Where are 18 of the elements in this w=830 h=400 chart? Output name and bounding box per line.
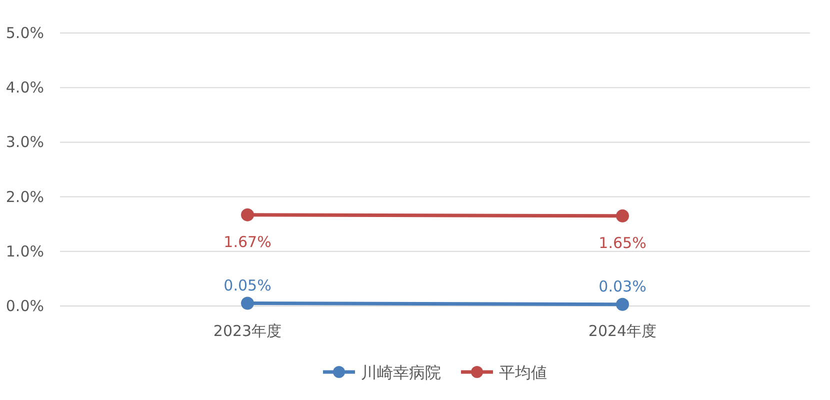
data-label: 1.65% bbox=[598, 234, 646, 252]
data-label: 0.05% bbox=[224, 276, 272, 294]
data-label: 0.03% bbox=[598, 277, 646, 296]
point bbox=[241, 208, 254, 222]
point bbox=[616, 209, 629, 222]
legend-label: 平均値 bbox=[499, 363, 547, 382]
data-label: 1.67% bbox=[224, 232, 272, 251]
y-tick-label: 3.0% bbox=[6, 133, 44, 152]
legend-label: 川崎幸病院 bbox=[361, 363, 441, 382]
y-tick-label: 4.0% bbox=[6, 78, 44, 97]
y-tick-label: 0.0% bbox=[6, 297, 44, 315]
point bbox=[616, 298, 629, 311]
y-tick-label: 2.0% bbox=[6, 188, 44, 206]
point bbox=[241, 296, 254, 310]
y-tick-label: 5.0% bbox=[6, 24, 44, 42]
x-tick-label: 2024年度 bbox=[588, 322, 657, 340]
y-tick-label: 1.0% bbox=[6, 242, 44, 260]
x-tick-label: 2023年度 bbox=[213, 322, 282, 340]
